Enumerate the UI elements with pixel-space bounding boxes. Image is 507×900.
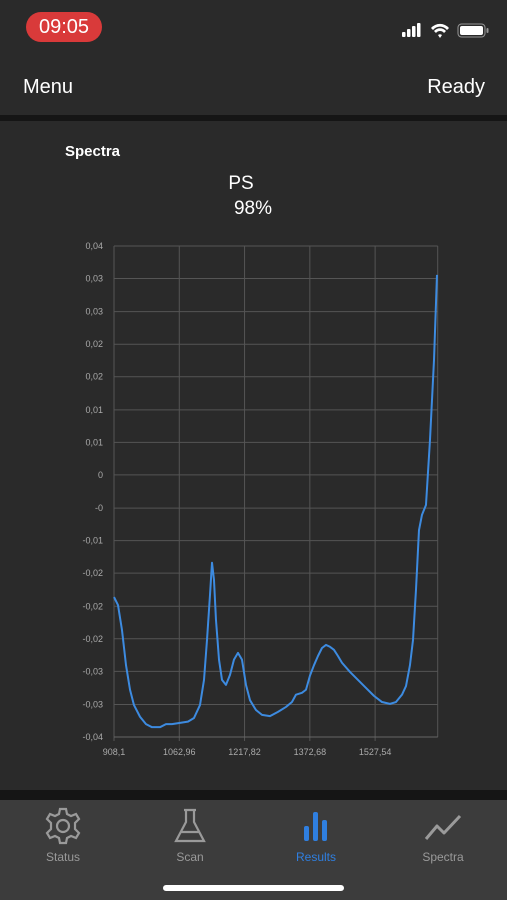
y-tick-label: 0,01 bbox=[85, 405, 103, 415]
y-tick-label: -0,03 bbox=[82, 666, 103, 676]
tab-label: Scan bbox=[176, 850, 204, 864]
tab-label: Results bbox=[295, 850, 336, 864]
tab[interactable]: Spectra bbox=[380, 800, 506, 870]
x-tick-label: 908,1 bbox=[103, 747, 126, 757]
y-tick-label: -0,04 bbox=[82, 732, 103, 742]
status-label: Ready bbox=[427, 76, 485, 98]
y-tick-label: -0,03 bbox=[82, 699, 103, 709]
y-tick-label: -0,02 bbox=[82, 601, 103, 611]
y-tick-label: 0,03 bbox=[85, 274, 103, 284]
tab[interactable]: Results bbox=[253, 800, 379, 870]
tab-icon bbox=[424, 814, 462, 840]
tab[interactable]: Scan bbox=[127, 800, 253, 870]
spectrum-line bbox=[113, 274, 438, 729]
y-tick-label: -0,01 bbox=[82, 536, 103, 546]
chart-title: PS bbox=[228, 173, 253, 194]
status-bar: 09:05 bbox=[0, 0, 507, 56]
y-tick-label: 0,02 bbox=[85, 372, 103, 382]
y-tick-label: 0,03 bbox=[85, 307, 103, 317]
home-indicator bbox=[163, 885, 344, 891]
status-time: 09:05 bbox=[26, 12, 102, 42]
x-tick-label: 1062,96 bbox=[163, 747, 196, 757]
separator bbox=[0, 115, 507, 121]
y-tick-label: 0,04 bbox=[85, 241, 103, 251]
tab-label: Spectra bbox=[422, 850, 464, 864]
y-tick-label: -0,02 bbox=[82, 634, 103, 644]
y-tick-label: 0 bbox=[98, 470, 103, 480]
y-tick-label: -0,02 bbox=[82, 568, 103, 578]
x-tick-label: 1372,68 bbox=[294, 747, 327, 757]
y-tick-label: -0 bbox=[95, 503, 103, 513]
x-tick-label: 1527,54 bbox=[359, 747, 392, 757]
separator bbox=[0, 790, 507, 800]
y-tick-label: 0,01 bbox=[85, 437, 103, 447]
x-tick-label: 1217,82 bbox=[228, 747, 261, 757]
card-title: Spectra bbox=[65, 143, 121, 160]
tab-label: Status bbox=[45, 850, 81, 864]
nav-header: Menu Ready bbox=[0, 56, 507, 116]
chart-subtitle: 98% bbox=[234, 198, 272, 219]
tab-bar: Status Scan Results Spectra bbox=[0, 800, 507, 900]
tab[interactable]: Status bbox=[0, 800, 126, 870]
y-tick-label: 0,02 bbox=[85, 339, 103, 349]
chart: PS 98% 0,04 0,03 0,03 0,02 0,02 0,01 0,01 0 -0 -0… bbox=[82, 173, 439, 757]
status-icons bbox=[402, 23, 489, 38]
tab-icon bbox=[174, 808, 206, 843]
tab-icon bbox=[304, 812, 327, 841]
menu-button[interactable]: Menu bbox=[23, 76, 74, 98]
tab-icon bbox=[45, 807, 81, 845]
